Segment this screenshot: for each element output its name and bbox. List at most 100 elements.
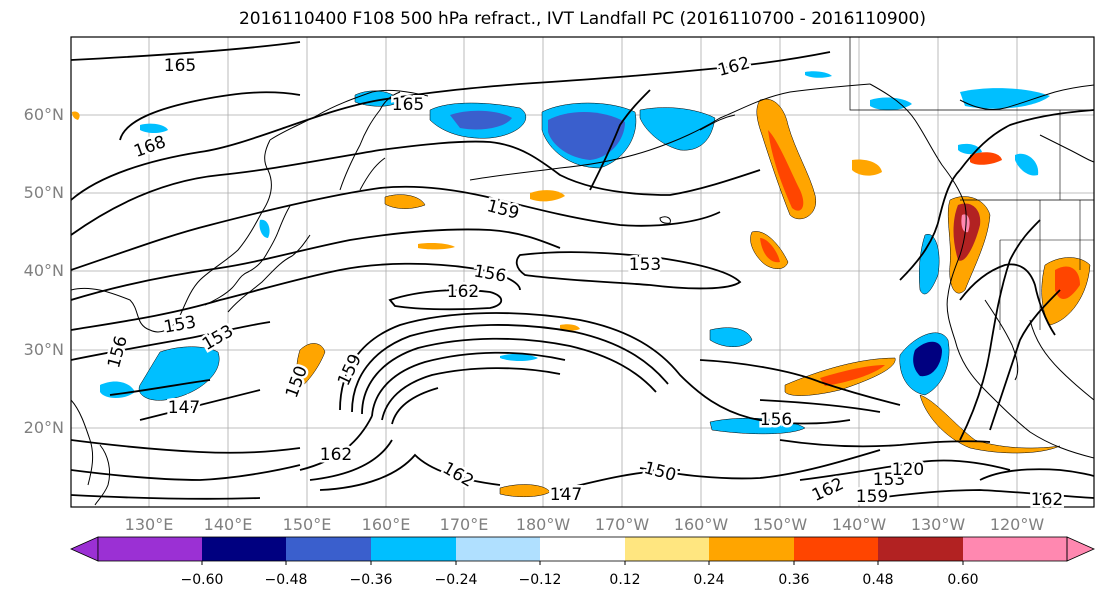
contour-label: 165 [392,95,424,115]
ivt-positive-patch [852,159,882,176]
colorbar-tick-label: −0.12 [518,572,562,588]
contour-label-halo: 147 [550,485,582,505]
contour-label-halo: 153 [162,312,197,337]
colorbar-extend-low [70,536,99,562]
contour-label: 162 [320,445,352,465]
colorbar-segment [456,537,540,561]
contour-label-halo: 165 [164,56,196,76]
ivt-positive-patch [560,324,580,331]
contour-label-halo: 153 [629,255,661,275]
latitude-label: 60°N [23,105,64,124]
contour-label-halo: 162 [320,445,352,465]
contour-label: 147 [550,485,582,505]
ivt-negative-patch [805,71,832,78]
ivt-positive-patch [418,243,455,250]
ivt-negative-patch [960,88,1050,109]
colorbar-tick-label: 0.48 [862,572,894,588]
colorbar-segment [709,537,794,561]
ivt-positive-patch [384,194,426,209]
colorbar-segment [625,537,709,561]
contour-label-halo: 162 [447,282,479,302]
colorbar-tick-label: 0.12 [609,572,641,588]
colorbar-tick-label: 0.36 [778,572,810,588]
ivt-negative-patch [259,219,270,238]
colorbar-tick-label: 0.60 [947,572,979,588]
ivt-positive-patch [961,214,970,233]
ivt-negative-patch [450,110,512,130]
latitude-label: 40°N [23,261,64,280]
colorbar-segment [794,537,878,561]
latitude-label: 20°N [23,418,64,437]
ivt-negative-patch [548,111,625,160]
ivt-positive-patch [970,152,1002,165]
longitude-label: 170°W [594,515,650,534]
latitude-label: 30°N [23,340,64,359]
ivt-positive-patch [760,238,780,263]
colorbar-segment [371,537,456,561]
contour-label-halo: 165 [392,95,424,115]
ivt-negative-patch [1015,153,1039,176]
colorbar-segment [202,537,286,561]
ivt-positive-patch [296,343,326,389]
longitude-label: 120°W [989,515,1045,534]
chart-title: 2016110400 F108 500 hPa refract., IVT La… [238,9,926,29]
ivt-positive-patch [919,394,1061,454]
colorbar-tick-label: −0.60 [180,572,224,588]
contour-label-halo: 147 [168,398,200,418]
contour-label: 153 [873,470,905,490]
contour-label-halo: 156 [760,410,792,430]
ivt-negative-patch [870,97,912,111]
ivt-negative-patch [138,346,220,401]
ivt-negative-patch [140,123,168,133]
longitude-label: 130°W [910,515,966,534]
contour-label: 165 [164,56,196,76]
longitude-label: 180°W [515,515,571,534]
ivt-positive-patch [499,484,551,497]
ivt-negative-patch [100,381,135,398]
longitude-label: 160°W [673,515,729,534]
colorbar-segment [98,537,202,561]
contour-label-halo: 162 [1031,490,1063,510]
ivt-positive-patch [1055,266,1080,300]
longitude-label: 140°E [203,515,253,534]
contour-label: 147 [168,398,200,418]
ivt-negative-patch [913,341,942,377]
contour-label: 156 [760,410,792,430]
colorbar-segment [963,537,1067,561]
colorbar-tick-label: 0.24 [693,572,725,588]
contour-label: 162 [447,282,479,302]
longitude-label: 170°E [439,515,489,534]
ivt-negative-patch [500,353,538,361]
contour-label: 120 [892,460,924,480]
ivt-negative-patch [709,327,753,347]
contour-label-halo: 159 [856,487,888,507]
colorbar-tick-label: −0.24 [434,572,478,588]
ivt-negative-patch [918,234,940,295]
contour-label: 159 [856,487,888,507]
colorbar-segment [540,537,625,561]
ivt-negative-patch [639,107,716,151]
coastlines [71,37,1094,506]
refractivity-contours [71,41,1094,501]
longitude-label: 150°W [752,515,808,534]
ivt-positive-patch [530,190,565,202]
longitude-label: 150°E [282,515,332,534]
colorbar-tick-label: −0.36 [349,572,393,588]
contour-label-halo: 153 [873,470,905,490]
contour-label: 162 [1031,490,1063,510]
ivt-positive-patch [768,130,804,211]
latitude-label: 50°N [23,183,64,202]
contour-label: 153 [629,255,661,275]
longitude-label: 140°W [831,515,887,534]
colorbar-tick-label: −0.48 [264,572,308,588]
colorbar-segment [878,537,963,561]
colorbar-extend-high [1066,536,1095,562]
longitude-label: 160°E [361,515,411,534]
longitude-label: 130°E [124,515,174,534]
contour-label-halo: 120 [892,460,924,480]
ivt-positive-patch [72,111,80,120]
ivt-positive-patch [820,365,885,386]
ivt-positive-patch [756,98,817,220]
